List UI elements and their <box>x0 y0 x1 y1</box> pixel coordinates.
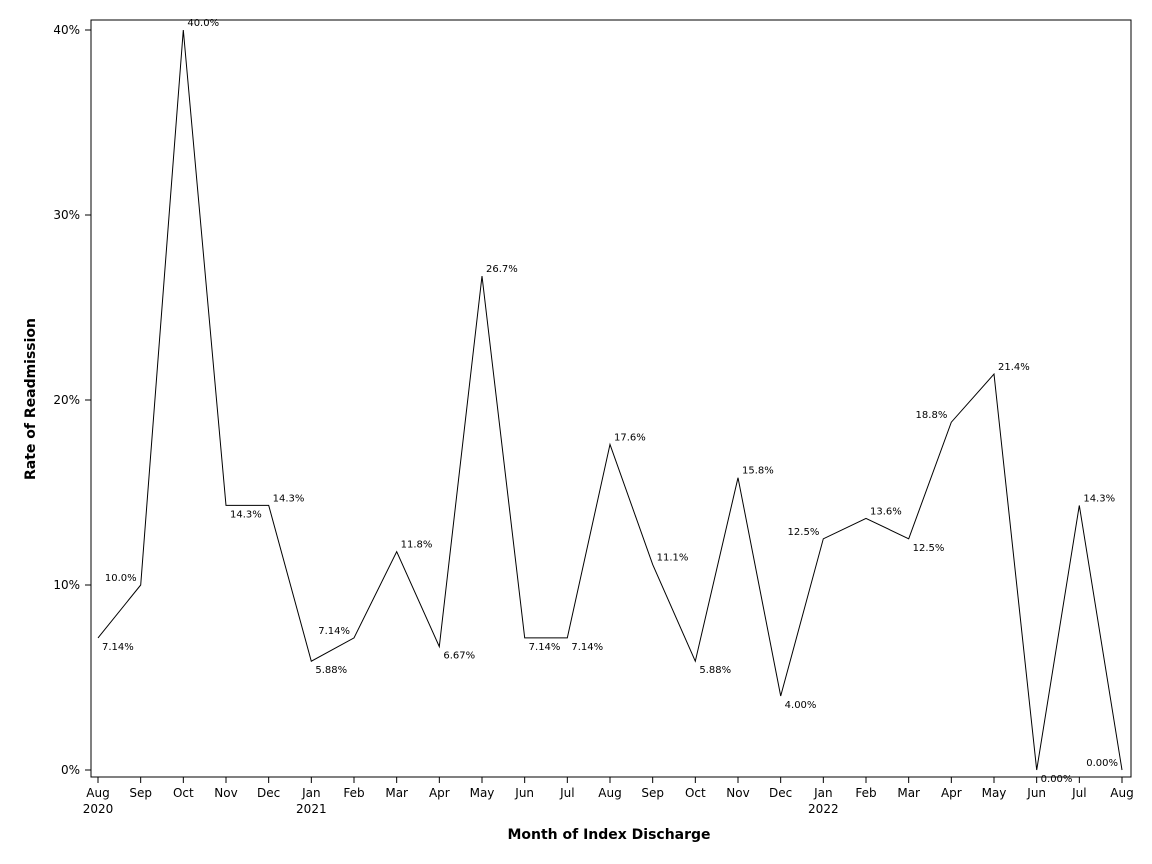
x-tick-label: Feb <box>855 786 876 800</box>
x-tick-label: Apr <box>429 786 450 800</box>
x-tick-label: May <box>470 786 495 800</box>
x-tick-label: May <box>982 786 1007 800</box>
x-tick-label: Oct <box>173 786 194 800</box>
data-label: 14.3% <box>273 493 305 504</box>
x-tick-label: Sep <box>641 786 664 800</box>
x-tick-label: Jan <box>813 786 833 800</box>
x-tick-label: Dec <box>769 786 792 800</box>
y-tick-label: 30% <box>53 208 80 222</box>
data-label: 21.4% <box>998 362 1030 373</box>
x-tick-label: Feb <box>343 786 364 800</box>
data-label: 40.0% <box>187 18 219 29</box>
data-label: 4.00% <box>785 700 817 711</box>
plot-frame <box>90 19 1132 778</box>
x-tick-year-label: 2022 <box>808 802 839 816</box>
x-tick-label: Aug <box>1110 786 1133 800</box>
x-tick-label: Dec <box>257 786 280 800</box>
x-axis-title: Month of Index Discharge <box>507 827 710 843</box>
x-tick-label: Jan <box>301 786 321 800</box>
data-label: 5.88% <box>699 665 731 676</box>
x-tick-label: Mar <box>385 786 408 800</box>
x-tick-label: Aug <box>86 786 109 800</box>
y-tick-label: 20% <box>53 393 80 407</box>
x-tick-label: Jul <box>559 786 574 800</box>
x-tick-year-label: 2020 <box>83 802 114 816</box>
y-tick-label: 40% <box>53 23 80 37</box>
x-tick-label: Oct <box>685 786 706 800</box>
y-tick-label: 0% <box>61 763 80 777</box>
data-label: 0.00% <box>1086 758 1118 769</box>
data-label: 5.88% <box>315 665 347 676</box>
data-label: 26.7% <box>486 264 518 275</box>
x-tick-label: Mar <box>897 786 920 800</box>
x-tick-label: Apr <box>941 786 962 800</box>
data-label: 11.8% <box>401 540 433 551</box>
data-label: 7.14% <box>318 626 350 637</box>
readmission-rate-line <box>97 29 1123 771</box>
data-label: 14.3% <box>1083 493 1115 504</box>
x-tick-label: Nov <box>214 786 237 800</box>
data-label: 12.5% <box>913 543 945 554</box>
data-label: 17.6% <box>614 432 646 443</box>
data-label: 18.8% <box>916 410 948 421</box>
data-label: 10.0% <box>105 573 137 584</box>
data-label: 13.6% <box>870 506 902 517</box>
x-tick-label: Jun <box>514 786 534 800</box>
data-label: 7.14% <box>571 642 603 653</box>
y-axis: 0% 10% 20% 30% 40% <box>53 23 91 777</box>
data-label: 12.5% <box>788 527 820 538</box>
x-tick-label: Aug <box>598 786 621 800</box>
data-label: 7.14% <box>102 642 134 653</box>
x-tick-label: Jun <box>1026 786 1046 800</box>
data-label: 6.67% <box>443 651 475 662</box>
x-tick-label: Nov <box>726 786 749 800</box>
data-label: 0.00% <box>1041 774 1073 785</box>
data-label: 15.8% <box>742 466 774 477</box>
x-tick-label: Sep <box>129 786 152 800</box>
y-tick-label: 10% <box>53 578 80 592</box>
data-label: 11.1% <box>657 553 689 564</box>
y-axis-title: Rate of Readmission <box>23 318 39 480</box>
x-tick-label: Jul <box>1071 786 1086 800</box>
data-label: 14.3% <box>230 509 262 520</box>
data-label: 7.14% <box>529 642 561 653</box>
x-tick-year-label: 2021 <box>296 802 327 816</box>
x-axis: Aug 2020 Sep Oct Nov Dec Jan 2021 Feb Mar Apr May Ju… <box>83 777 1134 816</box>
data-labels: 7.14% 10.0% 40.0% 14.3% 14.3% 5.88% 7.14% 11.8%… <box>102 18 1118 785</box>
